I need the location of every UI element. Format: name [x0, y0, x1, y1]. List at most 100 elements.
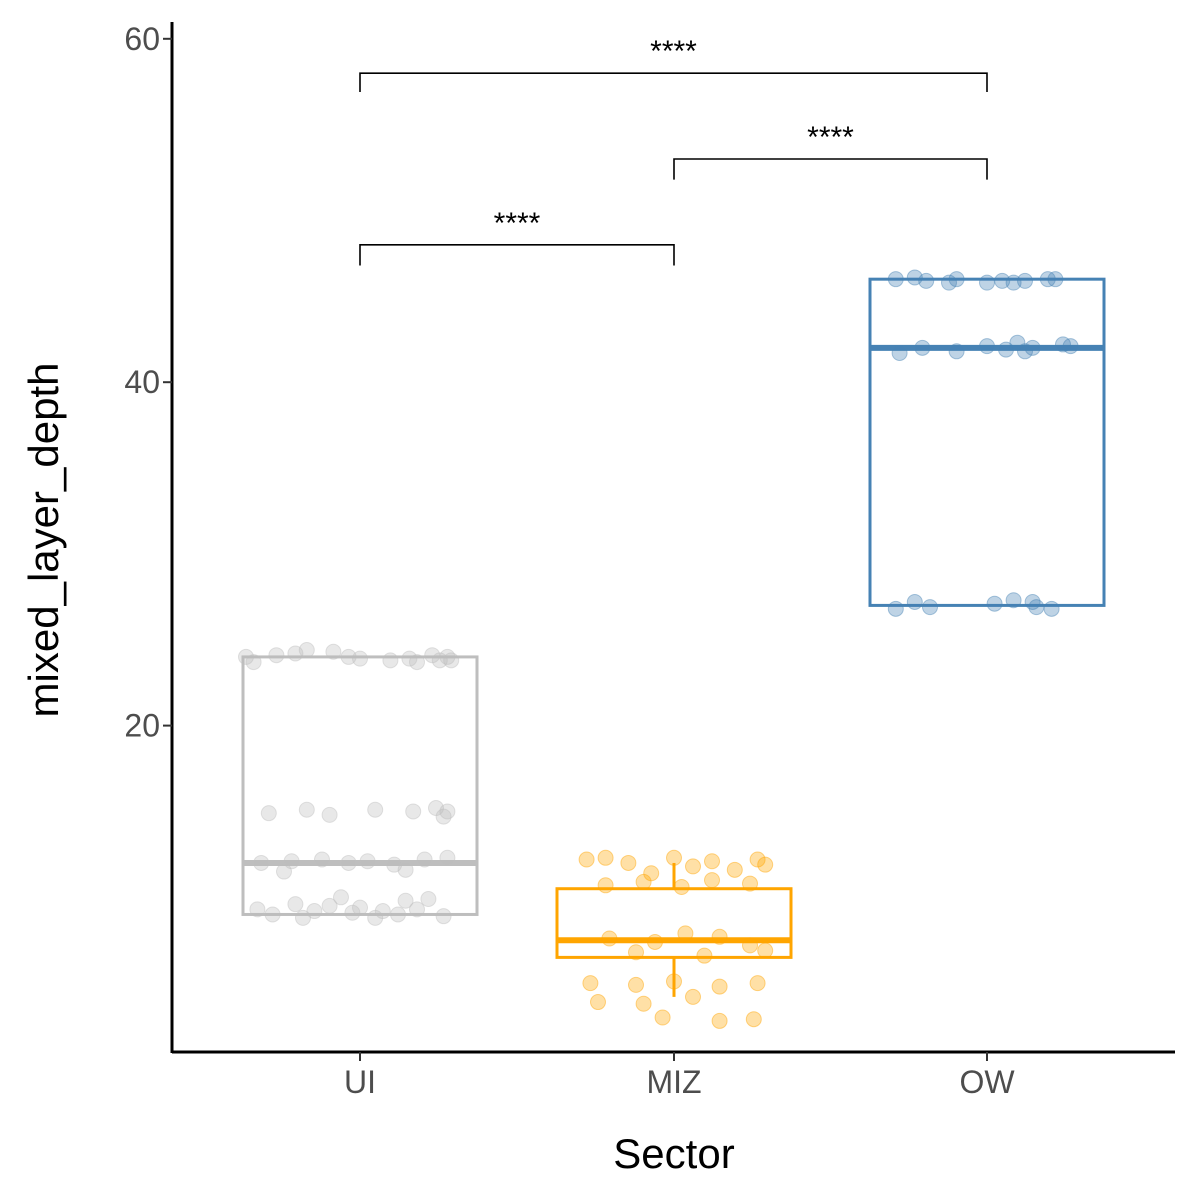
ui-data-point [253, 854, 270, 871]
ui-data-point [409, 654, 425, 671]
ow-data-point [1009, 334, 1026, 351]
miz-data-point [749, 975, 766, 992]
y-tick-label-40: 40 [124, 364, 160, 400]
points-layer [238, 269, 1079, 1029]
ow-data-point [887, 271, 904, 288]
ui-data-point [428, 800, 444, 817]
ui-data-point [439, 648, 456, 665]
significance-bracket-3 [359, 244, 675, 266]
miz-data-point [597, 877, 614, 894]
ui-data-point [397, 892, 414, 909]
miz-data-point [685, 858, 701, 875]
miz-data-point [704, 853, 720, 870]
miz-data-point [643, 865, 660, 882]
ui-data-point [287, 645, 304, 662]
ow-box [868, 277, 1106, 607]
ui-data-point [420, 891, 437, 908]
ui-data-point [424, 647, 441, 664]
ow-data-point [941, 274, 957, 291]
miz-data-point [745, 1011, 762, 1028]
miz-data-point [654, 1009, 671, 1026]
ui-data-point [314, 851, 330, 868]
miz-data-point [711, 928, 728, 945]
ow-data-point [914, 339, 931, 356]
ui-data-point [325, 643, 342, 660]
ui-data-point [306, 903, 323, 920]
ui-data-point [435, 808, 452, 825]
significance-label-2: **** [807, 121, 854, 154]
miz-data-point [601, 930, 618, 947]
ow-data-point [1024, 339, 1041, 356]
ow-data-point [1055, 336, 1071, 353]
x-tick-label-miz: MIZ [646, 1064, 701, 1100]
ui-data-point [295, 909, 311, 926]
ow-data-point [887, 600, 904, 617]
ow-data-point [1024, 593, 1041, 610]
miz-box [555, 887, 793, 959]
x-tick-label-ui: UI [344, 1064, 376, 1100]
ow-data-point [918, 272, 935, 289]
miz-data-point [628, 976, 644, 993]
ui-data-point [439, 803, 456, 820]
miz-data-point [628, 944, 644, 961]
miz-data-point [578, 851, 595, 868]
miz-data-point [620, 854, 637, 871]
x-tick-label-ow: OW [959, 1064, 1015, 1100]
miz-data-point [635, 995, 652, 1012]
y-tick-label-60: 60 [124, 21, 160, 57]
ow-data-point [986, 595, 1003, 612]
ui-data-point [435, 908, 452, 925]
ui-data-point [397, 861, 414, 878]
ui-data-point [382, 652, 399, 669]
ui-data-point [367, 909, 384, 926]
ui-data-point [390, 906, 406, 923]
ow-data-point [979, 338, 995, 355]
miz-data-point [711, 1012, 728, 1029]
ui-data-point [443, 652, 460, 669]
miz-data-point [666, 973, 682, 990]
ui-data-point [401, 650, 418, 667]
significance-label-1: **** [650, 35, 697, 68]
miz-data-point [696, 947, 713, 964]
ow-data-point [948, 271, 965, 288]
miz-data-point [711, 978, 728, 995]
ow-data-point [998, 341, 1014, 358]
ow-data-point [922, 599, 938, 616]
ow-data-point [906, 593, 923, 610]
ui-box [241, 655, 479, 916]
ui-data-point [344, 904, 361, 921]
y-axis-title: mixed_layer_depth [20, 363, 67, 718]
miz-data-point [749, 851, 766, 868]
ui-data-point [321, 897, 338, 914]
ow-data-point [1028, 599, 1045, 616]
miz-data-point [742, 875, 758, 892]
ow-data-point [1062, 338, 1079, 355]
ticks-layer: UI MIZ OW 20 40 60 [124, 21, 1015, 1100]
ui-data-point [439, 849, 456, 866]
miz-data-point [635, 873, 652, 890]
ow-data-point [948, 343, 965, 360]
ui-data-point [276, 863, 292, 880]
miz-data-point [597, 849, 614, 866]
ow-data-point [1039, 271, 1056, 288]
ui-data-point [333, 889, 349, 906]
ow-data-point [1043, 600, 1060, 617]
ui-data-point [268, 647, 285, 664]
ui-data-point [386, 856, 403, 873]
ui-data-point [238, 648, 254, 665]
miz-data-point [673, 878, 690, 895]
boxes-layer [241, 277, 1106, 997]
ui-data-point [298, 642, 315, 659]
significance-layer: **** **** **** [359, 35, 988, 266]
ui-data-point [298, 801, 315, 818]
miz-data-point [742, 937, 758, 954]
ow-data-point [1017, 343, 1033, 360]
miz-data-point [677, 925, 694, 942]
ui-data-point [352, 650, 368, 667]
ui-data-point [374, 903, 391, 920]
ui-data-point [409, 901, 425, 918]
ui-data-point [287, 896, 304, 913]
ow-data-point [979, 274, 995, 291]
significance-label-3: **** [494, 207, 541, 240]
y-tick-label-20: 20 [124, 708, 160, 744]
